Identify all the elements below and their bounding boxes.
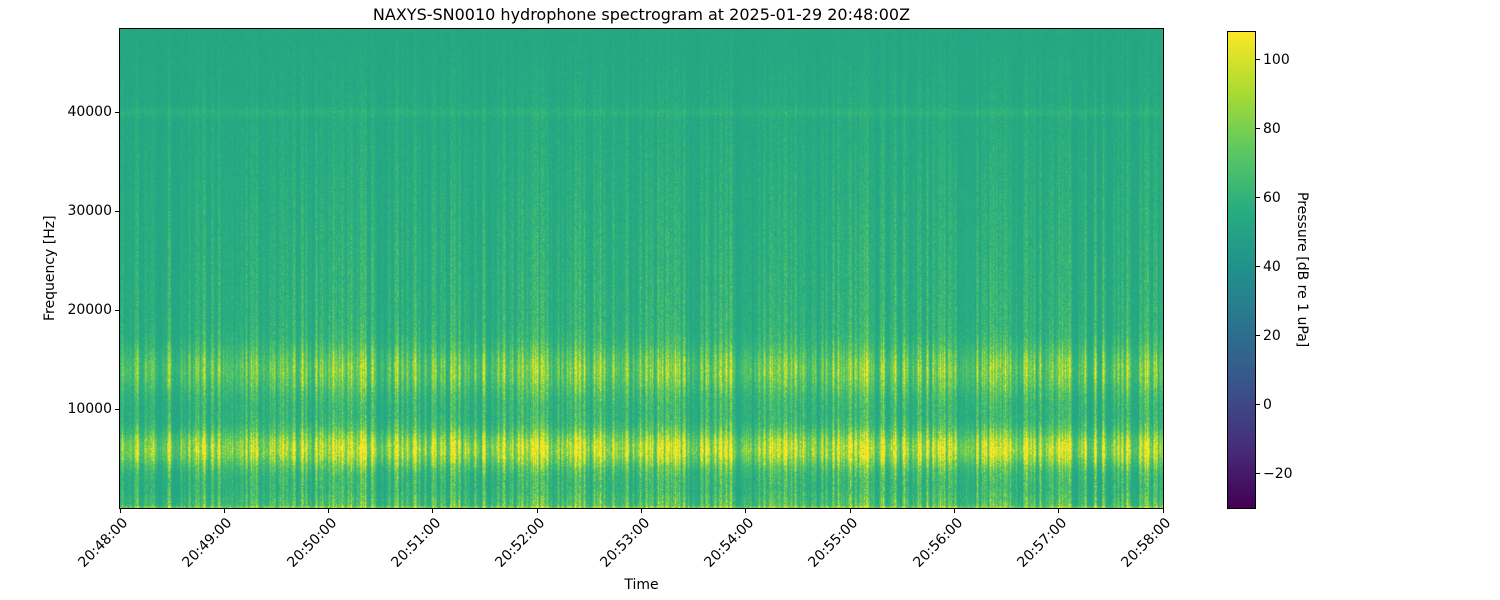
x-tick-mark [119,509,121,513]
x-tick-label: 20:58:00 [1118,515,1175,571]
x-tick-label: 20:54:00 [701,515,758,571]
y-tick-mark [115,408,119,410]
y-axis-label: Frequency [Hz] [42,215,58,322]
x-tick-mark [641,509,642,513]
x-tick-mark [849,509,851,513]
x-tick-mark [223,509,225,513]
y-tick-label: 10000 [67,401,112,418]
colorbar-tick-mark [1256,59,1260,61]
x-tick-mark [1162,509,1164,513]
colorbar-tick-mark [1256,473,1260,474]
x-tick-mark [432,509,434,513]
y-tick-label: 20000 [67,302,112,319]
x-tick-label: 20:51:00 [388,515,445,571]
colorbar-tick-label: −20 [1263,465,1293,482]
x-tick-label: 20:53:00 [597,515,653,571]
colorbar-tick-label: 0 [1263,396,1272,413]
x-tick-mark [745,509,747,513]
spectrogram-image [120,29,1163,508]
y-tick-label: 30000 [67,203,112,220]
x-tick-label: 20:56:00 [909,515,966,571]
colorbar-tick-mark [1256,404,1260,406]
colorbar-tick-mark [1256,266,1260,268]
x-tick-label: 20:48:00 [75,515,132,571]
x-tick-mark [536,509,538,513]
chart-title: NAXYS-SN0010 hydrophone spectrogram at 2… [372,5,911,24]
colorbar-label: Pressure [dB re 1 uPa] [1294,192,1310,348]
x-tick-mark [953,509,955,513]
x-tick-label: 20:57:00 [1014,515,1071,571]
x-tick-mark [1058,509,1060,513]
colorbar-tick-mark [1256,335,1260,337]
colorbar-tick-label: 100 [1263,51,1290,68]
colorbar-tick-label: 20 [1263,327,1281,344]
x-tick-label: 20:50:00 [284,515,340,571]
colorbar-tick-mark [1256,197,1260,199]
y-tick-mark [115,111,119,113]
y-tick-label: 40000 [67,104,112,121]
x-tick-label: 20:52:00 [492,515,549,571]
x-axis-label: Time [624,577,659,593]
colorbar-tick-mark [1256,128,1260,130]
colorbar-gradient [1228,32,1255,508]
y-tick-mark [115,210,119,212]
y-tick-mark [115,309,119,311]
x-tick-label: 20:49:00 [179,515,236,571]
colorbar-tick-label: 40 [1263,258,1281,275]
colorbar-tick-label: 80 [1263,120,1281,137]
colorbar-tick-label: 60 [1263,189,1281,206]
x-tick-label: 20:55:00 [805,515,862,571]
x-tick-mark [328,509,330,513]
